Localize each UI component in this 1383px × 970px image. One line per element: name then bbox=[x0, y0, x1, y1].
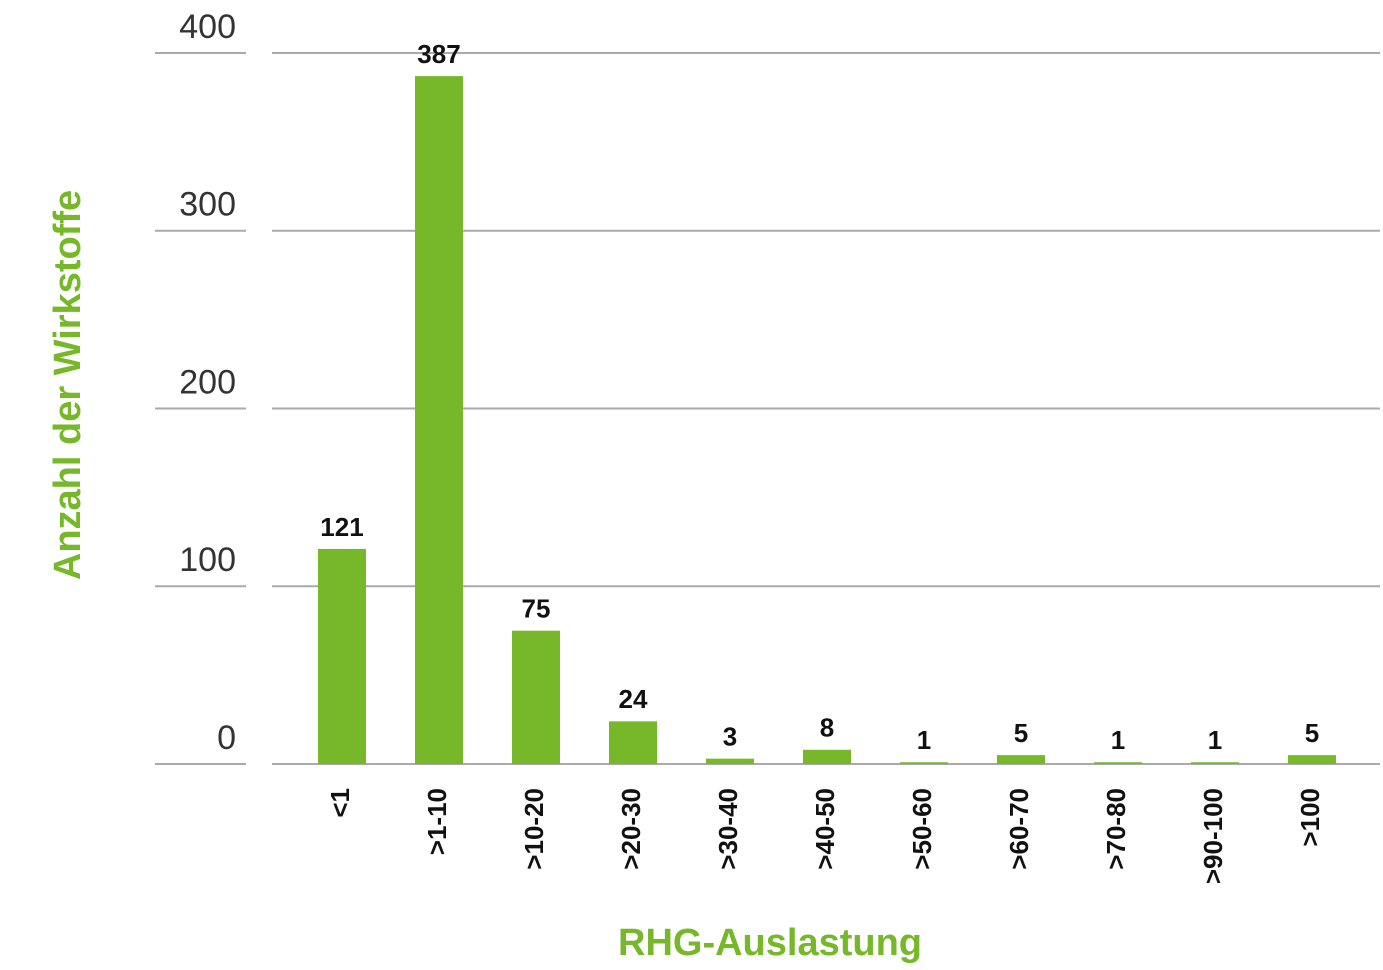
x-tick-label: >10-20 bbox=[519, 788, 549, 870]
x-tick-label: >90-100 bbox=[1198, 788, 1228, 884]
value-label: 387 bbox=[417, 39, 460, 69]
value-label: 1 bbox=[1208, 725, 1222, 755]
y-tick-label: 100 bbox=[179, 541, 236, 579]
x-tick-label: >70-80 bbox=[1101, 788, 1131, 870]
bar bbox=[1094, 762, 1142, 764]
y-tick-label: 400 bbox=[179, 8, 236, 46]
x-tick-label: >60-70 bbox=[1004, 788, 1034, 870]
y-tick-label: 0 bbox=[217, 719, 236, 757]
bar bbox=[1191, 762, 1239, 764]
value-label: 3 bbox=[723, 722, 737, 752]
value-label: 75 bbox=[522, 594, 551, 624]
bar bbox=[900, 762, 948, 764]
bar bbox=[415, 76, 463, 765]
bar bbox=[609, 721, 657, 764]
value-label: 5 bbox=[1014, 718, 1028, 748]
x-axis-title: RHG-Auslastung bbox=[618, 922, 922, 964]
y-axis-title: Anzahl der Wirkstoffe bbox=[47, 190, 89, 580]
value-label: 1 bbox=[1111, 725, 1125, 755]
x-tick-label: >40-50 bbox=[810, 788, 840, 870]
x-tick-label: >50-60 bbox=[907, 788, 937, 870]
bar bbox=[1288, 755, 1336, 764]
bar bbox=[512, 630, 560, 764]
bar bbox=[706, 758, 754, 764]
x-tick-label: >1-10 bbox=[422, 788, 452, 855]
bar bbox=[803, 749, 851, 764]
value-label: 121 bbox=[320, 512, 363, 542]
value-label: 8 bbox=[820, 713, 834, 743]
x-tick-label: >20-30 bbox=[616, 788, 646, 870]
x-tick-label: >30-40 bbox=[713, 788, 743, 870]
y-tick-label: 300 bbox=[179, 186, 236, 224]
x-tick-label: <1 bbox=[325, 788, 355, 818]
bar bbox=[318, 548, 366, 764]
y-tick-label: 200 bbox=[179, 363, 236, 401]
x-tick-label: >100 bbox=[1295, 788, 1325, 847]
value-label: 1 bbox=[917, 725, 931, 755]
value-label: 5 bbox=[1305, 718, 1319, 748]
bar bbox=[997, 755, 1045, 764]
value-label: 24 bbox=[619, 684, 648, 714]
